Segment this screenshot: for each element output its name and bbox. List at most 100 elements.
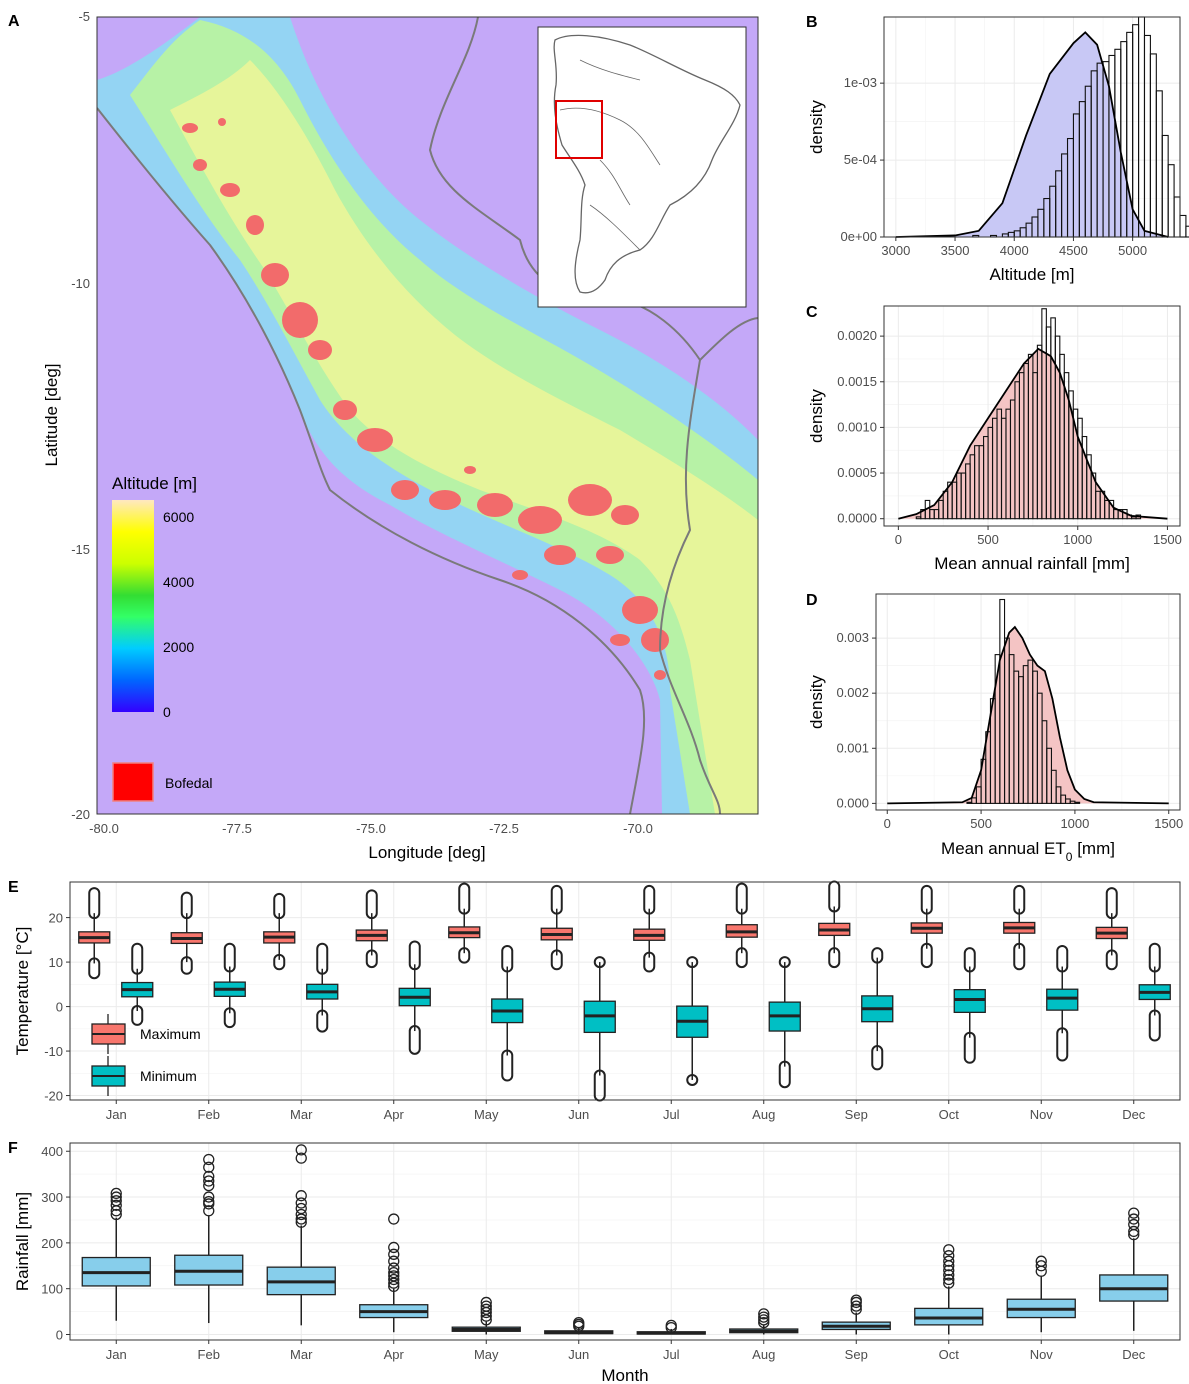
y-tick-label: 20 — [49, 911, 63, 926]
y-tick-label: 0 — [56, 1328, 63, 1343]
box-outlier-cluster — [408, 940, 421, 971]
box-outlier-cluster — [316, 1009, 329, 1033]
y-tick-label: 0.0005 — [837, 465, 877, 480]
y-tick-label: 0.0010 — [837, 419, 877, 434]
box-outlier — [943, 1277, 955, 1289]
x-axis-title: Month — [601, 1366, 648, 1384]
y-tick-label: 400 — [41, 1144, 63, 1159]
x-tick-label: Sep — [845, 1347, 868, 1362]
panel-a-map: A — [8, 9, 759, 862]
x-tick-label: 1000 — [1060, 816, 1089, 831]
x-tick-label: Aug — [752, 1107, 775, 1122]
plot-frame — [883, 305, 1181, 527]
x-tick-label: 500 — [970, 816, 992, 831]
x-tick-label: Feb — [198, 1107, 220, 1122]
box-outlier-cluster — [778, 1060, 791, 1089]
box-outlier-cluster — [1105, 887, 1118, 920]
country-border-line — [97, 107, 646, 814]
legend-label: Maximum — [140, 1026, 201, 1042]
inset-map[interactable] — [537, 26, 747, 308]
south-america-outline-icon — [553, 34, 741, 294]
x-tick-label: Dec — [1122, 1347, 1146, 1362]
y-tick-label: 0e+00 — [840, 229, 877, 244]
x-tick-label: Nov — [1030, 1347, 1054, 1362]
y-axis-title: density — [807, 389, 826, 443]
x-tick-label: 0 — [884, 816, 891, 831]
x-tick-label: Jul — [663, 1107, 680, 1122]
box-outlier — [850, 1294, 862, 1306]
inset-study-area-box — [555, 100, 603, 159]
box-outlier-cluster — [593, 956, 606, 969]
x-tick-label: May — [474, 1347, 499, 1362]
box-outlier-cluster — [963, 947, 976, 973]
x-tick-label: May — [474, 1107, 499, 1122]
box-outlier-cluster — [180, 956, 193, 975]
y-axis-title: density — [807, 100, 826, 154]
map-y-axis: -5 -10 -15 -20 Latitude [deg] — [42, 9, 90, 822]
box-outlier — [203, 1161, 215, 1173]
panel-label-e: E — [8, 879, 19, 896]
legend-tick-6000: 6000 — [163, 509, 194, 525]
plot-background — [70, 1143, 1180, 1340]
x-tick-label: Sep — [845, 1107, 868, 1122]
y-tick-label: 0 — [56, 1000, 63, 1015]
bofedal-swatch — [112, 762, 154, 802]
x-tick-label: Nov — [1030, 1107, 1054, 1122]
panel-label-b: B — [806, 14, 818, 31]
box-outlier — [110, 1191, 122, 1203]
box-outlier — [295, 1190, 307, 1202]
x-tick-label: Apr — [384, 1347, 405, 1362]
box-outlier — [295, 1197, 307, 1209]
box-outlier-cluster — [180, 891, 193, 920]
density-curve — [898, 347, 1168, 520]
box-outlier — [758, 1314, 770, 1326]
box-outlier-cluster — [686, 1073, 699, 1086]
x-tick-label: Jul — [663, 1347, 680, 1362]
x-tick-label: Jan — [106, 1107, 127, 1122]
box-iqr — [1046, 988, 1079, 1011]
box-iqr — [953, 989, 986, 1014]
y-tick-label: 300 — [41, 1190, 63, 1205]
density-curve — [895, 31, 1169, 238]
x-tick-label: -80.0 — [89, 821, 119, 836]
box-outlier — [203, 1179, 215, 1192]
x-axis-title-main: Mean annual ET — [941, 839, 1066, 858]
box-outlier-cluster — [501, 1049, 514, 1082]
histogram-bar — [1179, 214, 1187, 238]
x-tick-label: 5000 — [1118, 243, 1147, 258]
box-outlier-cluster — [735, 882, 748, 915]
box-outlier — [943, 1255, 955, 1267]
box-outlier — [110, 1199, 122, 1211]
box-outlier-cluster — [458, 947, 471, 964]
box-outlier — [480, 1300, 492, 1312]
y-tick-label: 0.0000 — [837, 511, 877, 526]
peru-bolivia-border — [428, 17, 721, 814]
box-outlier — [1128, 1218, 1140, 1231]
x-tick-label: -70.0 — [623, 821, 653, 836]
x-tick-label: -77.5 — [222, 821, 252, 836]
box-outlier-cluster — [871, 1045, 884, 1071]
box-outlier — [850, 1300, 862, 1312]
legend-label: Minimum — [140, 1068, 197, 1084]
y-axis-title: Latitude [deg] — [42, 363, 61, 466]
y-tick-label: -15 — [71, 542, 90, 557]
x-tick-label: 3000 — [881, 243, 910, 258]
box-outlier-cluster — [408, 1025, 421, 1055]
map-x-axis: -80.0 -77.5 -75.0 -72.5 -70.0 Longitude … — [89, 821, 653, 862]
box-outlier — [758, 1311, 770, 1323]
box-outlier-cluster — [223, 942, 236, 973]
box-outlier-cluster — [1148, 1009, 1161, 1042]
box-outlier — [1035, 1255, 1047, 1267]
rainfall-histogram: 0 500 1000 1500 0.0000 0.0005 0.0010 0.0015 0.00… — [807, 305, 1182, 573]
box-outlier-cluster — [501, 944, 514, 973]
map-frame — [96, 16, 759, 815]
x-axis-title: Mean annual rainfall [mm] — [934, 554, 1130, 573]
box-outlier-cluster — [920, 942, 933, 969]
box-outlier — [480, 1303, 492, 1315]
y-axis-title: Rainfall [mm] — [13, 1192, 32, 1291]
box-outlier-cluster — [1105, 949, 1118, 971]
box-outlier — [758, 1308, 770, 1320]
x-axis-title-subscript: 0 — [1066, 850, 1073, 864]
box-outlier-cluster — [735, 947, 748, 969]
box-outlier-cluster — [643, 951, 656, 973]
